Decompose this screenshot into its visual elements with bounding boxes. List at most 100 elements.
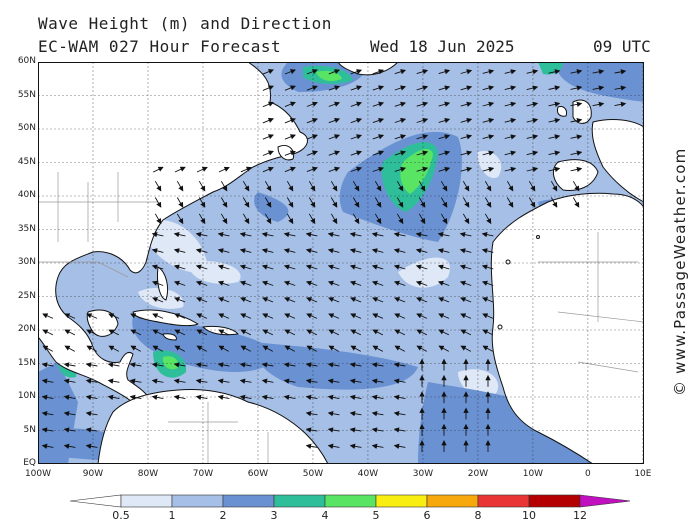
direction-arrow <box>481 280 494 286</box>
direction-arrow <box>154 213 162 225</box>
direction-arrow <box>460 69 473 75</box>
direction-arrow <box>85 394 98 401</box>
lat-label: 40N <box>17 190 36 200</box>
direction-arrow <box>350 150 363 156</box>
direction-arrow <box>462 180 470 192</box>
direction-arrow <box>482 150 495 156</box>
direction-arrow <box>176 197 184 208</box>
direction-arrow <box>262 297 274 303</box>
direction-arrow <box>306 134 318 140</box>
direction-arrow <box>306 69 318 75</box>
direction-arrow <box>218 313 230 319</box>
direction-arrow <box>350 101 363 107</box>
direction-arrow <box>349 394 362 401</box>
direction-arrow <box>484 213 492 225</box>
lon-label: 90W <box>82 469 104 479</box>
direction-arrow <box>371 411 384 417</box>
direction-arrow <box>330 197 338 208</box>
direction-arrow <box>107 394 120 401</box>
scale-label: 12 <box>573 509 587 522</box>
direction-arrow <box>242 197 250 208</box>
direction-arrow <box>107 378 120 384</box>
direction-arrow <box>327 280 340 286</box>
direction-arrow <box>416 150 429 156</box>
direction-arrow <box>327 378 340 384</box>
direction-arrow <box>352 180 360 192</box>
direction-arrow <box>41 427 54 433</box>
direction-arrow <box>371 362 384 368</box>
direction-arrow <box>327 231 340 238</box>
direction-arrow <box>482 117 495 124</box>
direction-arrow <box>262 134 274 140</box>
direction-arrow <box>305 378 318 384</box>
direction-arrow <box>286 197 294 208</box>
scale-label: 8 <box>474 509 482 522</box>
direction-arrow <box>548 166 561 173</box>
direction-arrow <box>173 248 186 254</box>
direction-arrow <box>371 378 384 384</box>
direction-arrow <box>504 101 517 107</box>
direction-arrow <box>372 101 385 107</box>
direction-arrow <box>85 443 98 449</box>
direction-arrow <box>264 197 272 208</box>
direction-arrow <box>614 101 627 108</box>
direction-arrow <box>415 280 428 286</box>
direction-arrow <box>416 313 428 319</box>
direction-arrow <box>218 345 230 352</box>
wave-map[interactable] <box>38 62 644 464</box>
direction-arrow <box>460 150 473 156</box>
direction-arrow <box>372 134 385 140</box>
scale-swatch <box>171 494 224 508</box>
direction-arrow <box>482 134 495 140</box>
direction-arrow <box>264 213 272 225</box>
direction-arrow <box>482 345 494 352</box>
direction-arrow <box>372 166 385 172</box>
direction-arrow <box>240 345 252 352</box>
direction-arrow <box>330 213 338 225</box>
direction-arrow <box>305 231 318 238</box>
direction-arrow <box>327 394 340 401</box>
direction-arrow <box>41 443 54 449</box>
direction-arrow <box>372 150 385 156</box>
direction-arrow <box>548 69 561 75</box>
direction-arrow <box>371 231 384 238</box>
direction-arrow <box>330 180 338 192</box>
direction-arrow <box>195 378 208 384</box>
direction-arrow <box>154 197 162 208</box>
direction-arrow <box>305 362 318 368</box>
direction-arrow <box>41 394 54 401</box>
direction-arrow <box>526 166 539 173</box>
direction-arrow <box>195 264 208 270</box>
direction-arrow <box>239 231 252 238</box>
direction-arrow <box>174 345 186 352</box>
direction-arrow <box>328 134 341 140</box>
direction-arrow <box>283 378 296 384</box>
direction-arrow <box>108 345 120 352</box>
direction-arrow <box>372 345 384 352</box>
direction-arrow <box>152 297 164 303</box>
direction-arrow <box>438 69 451 75</box>
direction-arrow <box>306 117 318 124</box>
direction-arrow <box>217 394 230 401</box>
direction-arrow <box>261 280 274 286</box>
direction-arrow <box>327 362 340 368</box>
direction-arrow <box>195 394 208 401</box>
direction-arrow <box>240 313 252 319</box>
direction-arrow <box>217 280 230 286</box>
scale-swatch <box>120 494 173 508</box>
direction-arrow <box>440 213 448 225</box>
direction-arrow <box>196 166 208 173</box>
direction-arrow <box>240 166 252 173</box>
scale-swatch <box>222 494 275 508</box>
direction-arrow <box>262 329 274 336</box>
direction-arrow <box>548 85 561 91</box>
direction-arrow <box>130 329 142 336</box>
direction-arrow <box>218 166 230 173</box>
direction-arrow <box>63 411 76 417</box>
direction-arrow <box>63 378 76 384</box>
direction-arrow <box>283 280 296 286</box>
direction-arrow <box>198 197 206 208</box>
scale-label: 2 <box>219 509 227 522</box>
direction-arrow <box>460 101 473 107</box>
direction-arrow <box>550 197 558 208</box>
